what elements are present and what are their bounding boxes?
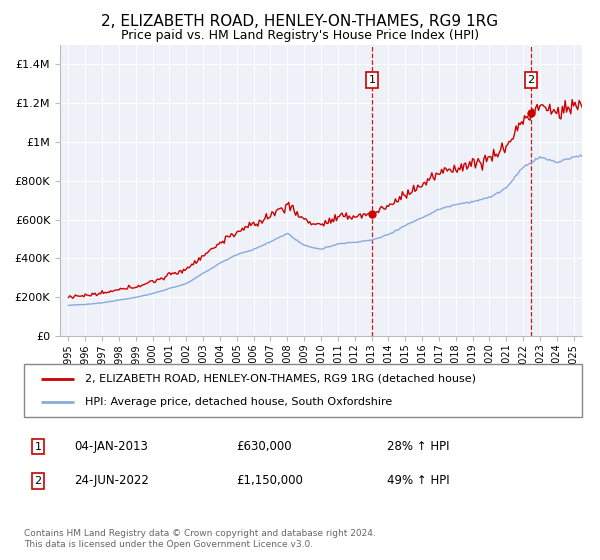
- Text: 1: 1: [34, 441, 41, 451]
- Text: 2, ELIZABETH ROAD, HENLEY-ON-THAMES, RG9 1RG (detached house): 2, ELIZABETH ROAD, HENLEY-ON-THAMES, RG9…: [85, 374, 476, 384]
- Text: 04-JAN-2013: 04-JAN-2013: [74, 440, 148, 453]
- Text: £1,150,000: £1,150,000: [236, 474, 303, 487]
- Text: 2: 2: [34, 476, 41, 486]
- FancyBboxPatch shape: [24, 364, 582, 417]
- Text: 2, ELIZABETH ROAD, HENLEY-ON-THAMES, RG9 1RG: 2, ELIZABETH ROAD, HENLEY-ON-THAMES, RG9…: [101, 14, 499, 29]
- Text: 2: 2: [527, 74, 535, 85]
- Text: £630,000: £630,000: [236, 440, 292, 453]
- Text: HPI: Average price, detached house, South Oxfordshire: HPI: Average price, detached house, Sout…: [85, 397, 392, 407]
- Text: 1: 1: [368, 74, 376, 85]
- Text: Contains HM Land Registry data © Crown copyright and database right 2024.
This d: Contains HM Land Registry data © Crown c…: [24, 529, 376, 549]
- Text: 49% ↑ HPI: 49% ↑ HPI: [387, 474, 449, 487]
- Text: 24-JUN-2022: 24-JUN-2022: [74, 474, 149, 487]
- Text: Price paid vs. HM Land Registry's House Price Index (HPI): Price paid vs. HM Land Registry's House …: [121, 29, 479, 42]
- Text: 28% ↑ HPI: 28% ↑ HPI: [387, 440, 449, 453]
